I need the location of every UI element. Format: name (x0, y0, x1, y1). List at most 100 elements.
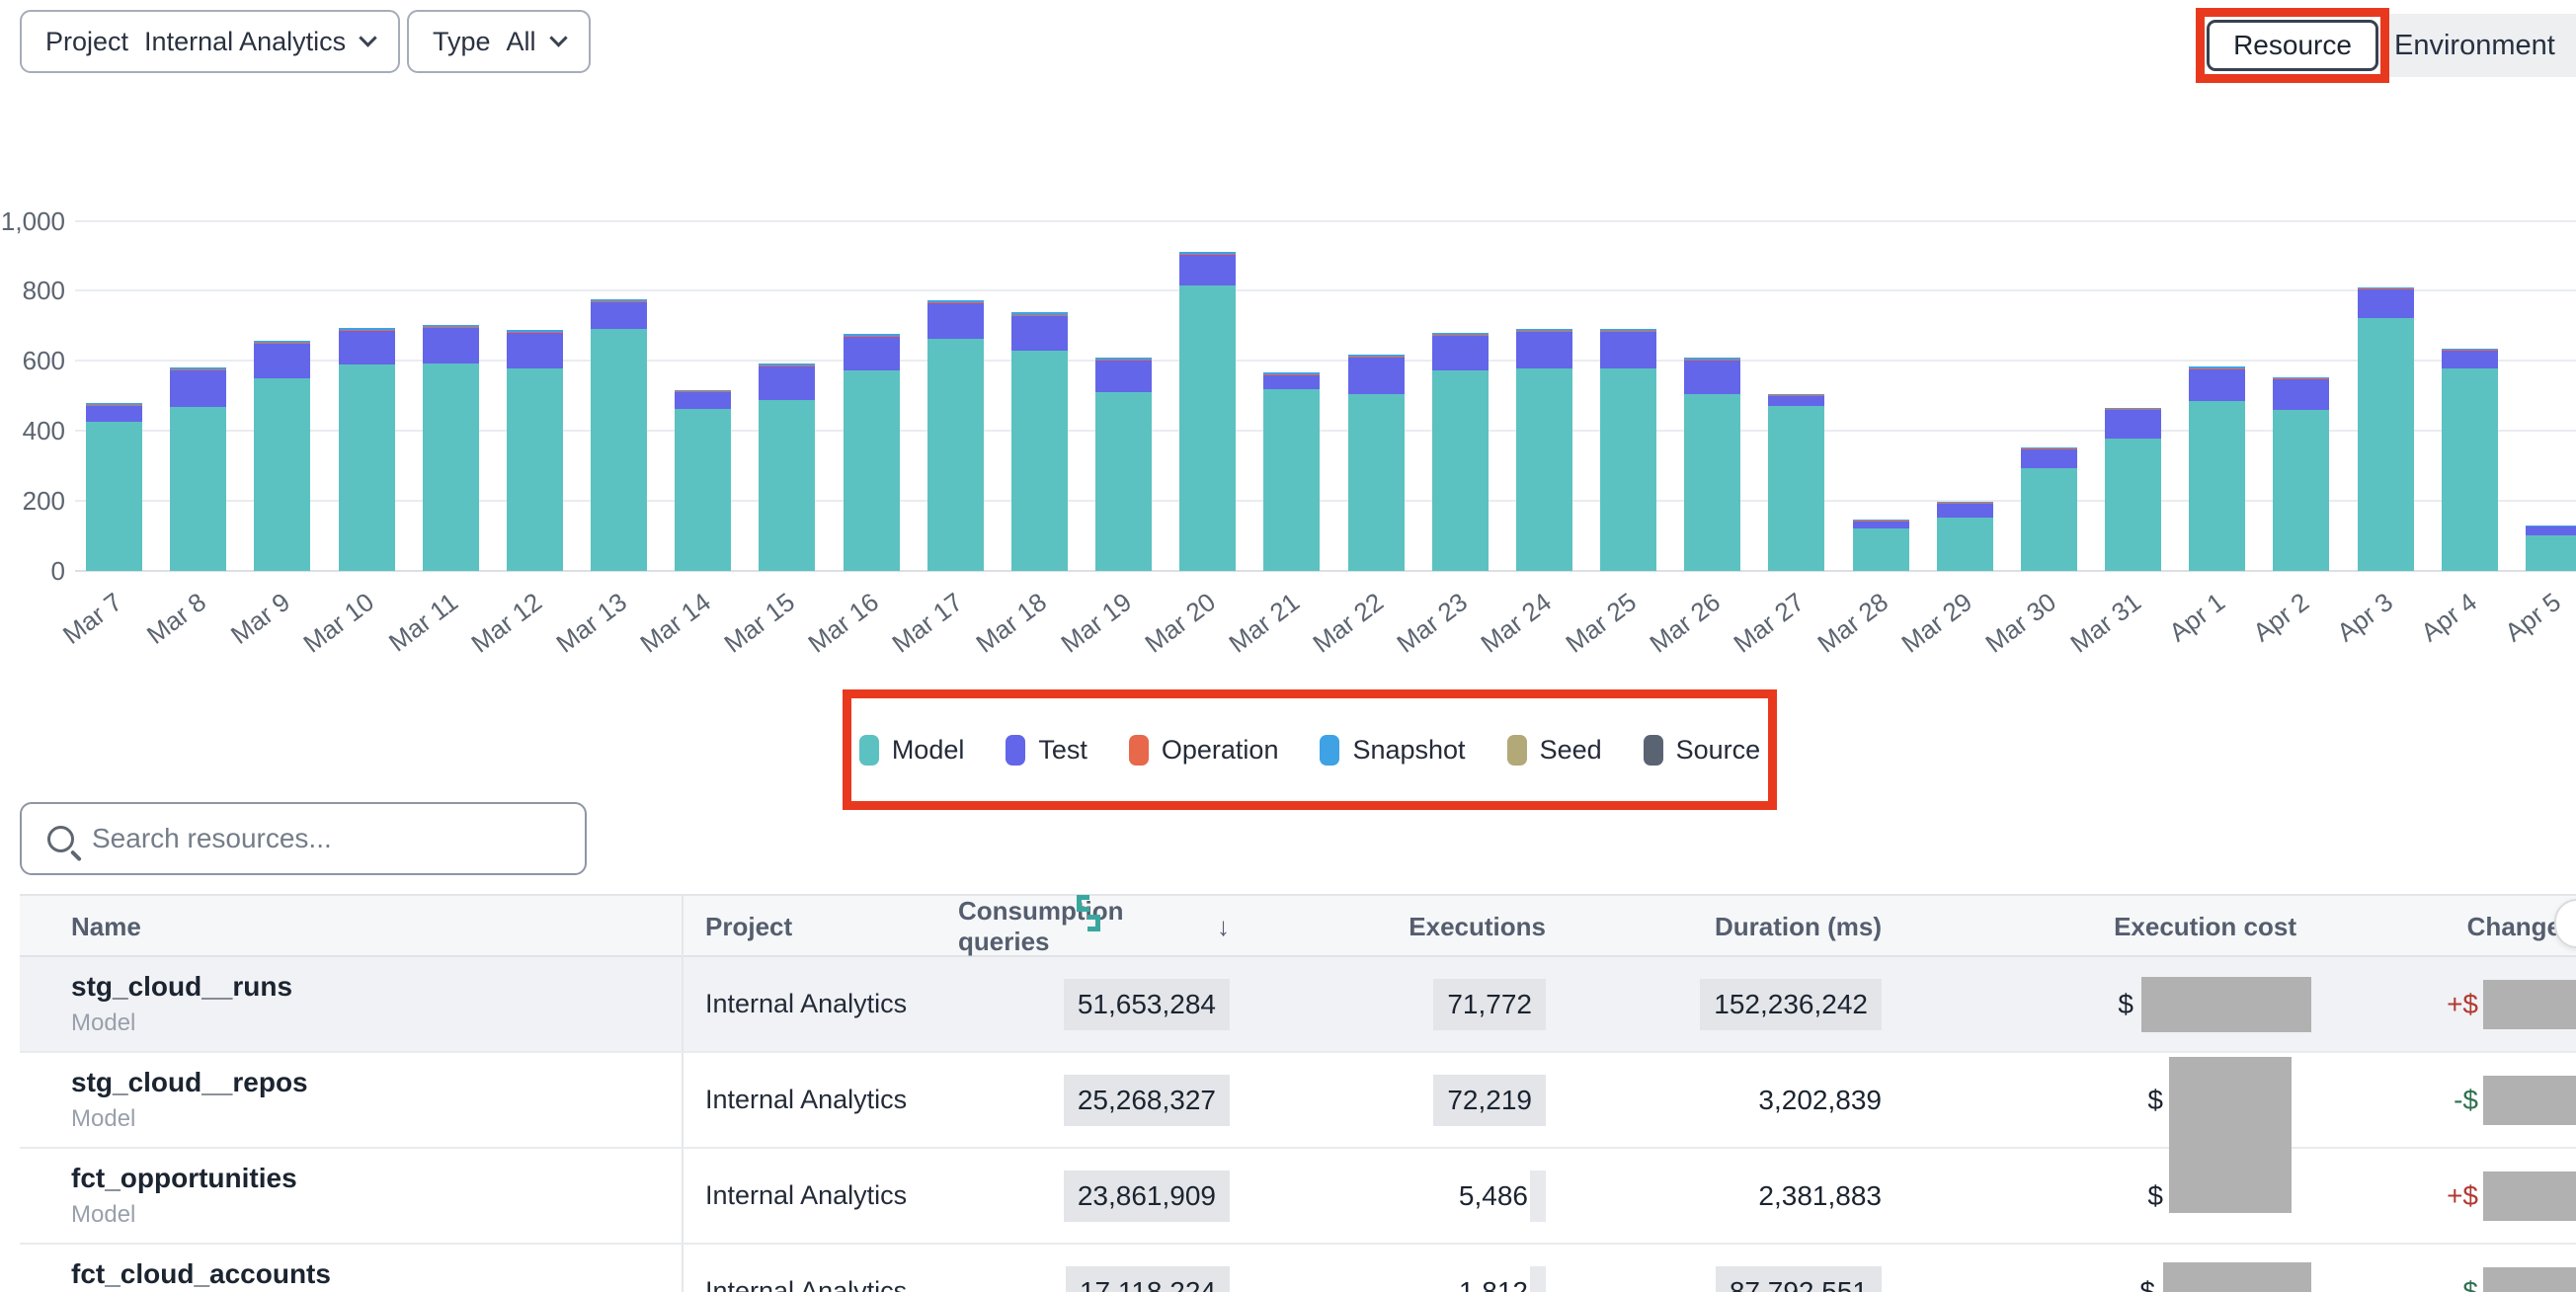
legend-item-snapshot[interactable]: Snapshot (1320, 734, 1466, 766)
column-header-label: Project (705, 911, 793, 941)
bar-segment-test (1684, 360, 1741, 394)
bar-apr-1[interactable] (2189, 0, 2246, 571)
bar-mar-27[interactable] (1768, 0, 1825, 571)
legend-item-operation[interactable]: Operation (1128, 734, 1278, 766)
resource-type: Model (71, 1009, 136, 1036)
bar-segment-operation (675, 391, 732, 392)
bar-segment-test (591, 301, 648, 330)
bar-segment-operation (1515, 331, 1572, 332)
bar-mar-12[interactable] (506, 0, 563, 571)
bar-mar-26[interactable] (1684, 0, 1741, 571)
legend-item-model[interactable]: Model (858, 734, 965, 766)
table-row-fct-opportunities[interactable]: fct_opportunities Model Internal Analytics… (20, 1149, 2576, 1245)
bar-segment-test (1768, 396, 1825, 407)
bar-mar-25[interactable] (1600, 0, 1657, 571)
bar-segment-test (2273, 378, 2330, 411)
bar-apr-5[interactable] (2525, 0, 2576, 571)
table-row-stg-cloud-runs[interactable]: stg_cloud__runs Model Internal Analytics 51… (20, 957, 2576, 1053)
project-filter-dropdown[interactable]: Project Internal Analytics (20, 10, 401, 73)
bar-mar-23[interactable] (1431, 0, 1489, 571)
bar-segment-model (1936, 517, 1993, 571)
column-header-executions[interactable]: Executions (1245, 896, 1561, 957)
bar-mar-31[interactable] (2105, 0, 2162, 571)
column-header-change[interactable]: Change (2311, 896, 2576, 957)
x-axis-label: Mar 30 (1979, 587, 2062, 659)
table-row-fct-cloud-accounts[interactable]: fct_cloud_accountsModelInternal Analytic… (20, 1245, 2576, 1292)
legend-item-seed[interactable]: Seed (1506, 734, 1602, 766)
x-axis-label: Mar 15 (718, 587, 800, 659)
x-axis-label: Mar 23 (1391, 587, 1474, 659)
change-redaction (2483, 1075, 2576, 1125)
x-axis-label: Mar 21 (1223, 587, 1305, 659)
resource-name: stg_cloud__repos (71, 1067, 308, 1097)
bar-apr-3[interactable] (2357, 0, 2414, 571)
bar-segment-snapshot (1684, 358, 1741, 361)
bar-mar-19[interactable] (1095, 0, 1153, 571)
bar-segment-snapshot (1263, 372, 1321, 374)
bar-mar-8[interactable] (170, 0, 227, 571)
y-axis-tick-label: 600 (22, 346, 65, 376)
bar-mar-18[interactable] (1010, 0, 1068, 571)
column-header-project[interactable]: Project (682, 896, 958, 957)
toggle-option-resource[interactable]: Resource (2207, 20, 2378, 71)
bar-segment-model (170, 407, 227, 571)
search-box[interactable] (20, 802, 587, 875)
x-axis-label: Mar 9 (224, 587, 295, 650)
bar-mar-16[interactable] (843, 0, 900, 571)
change-cell: +$ (2311, 957, 2576, 1051)
bar-mar-22[interactable] (1347, 0, 1405, 571)
bar-mar-7[interactable] (86, 0, 142, 571)
column-header-name[interactable]: Name (20, 896, 682, 957)
bar-segment-model (2105, 438, 2162, 571)
bar-mar-21[interactable] (1263, 0, 1321, 571)
bar-mar-14[interactable] (675, 0, 732, 571)
bar-mar-9[interactable] (254, 0, 311, 571)
highlight-sliver (1530, 1170, 1546, 1222)
execution-cost-cell: $ (1896, 1245, 2311, 1292)
x-axis-label: Mar 17 (886, 587, 969, 659)
bar-mar-11[interactable] (422, 0, 479, 571)
column-header-consumption-queries[interactable]: Consumption queries ↓ (958, 896, 1245, 957)
bar-segment-operation (1010, 314, 1068, 316)
bar-mar-17[interactable] (926, 0, 984, 571)
x-axis-label: Mar 10 (297, 587, 380, 659)
x-axis-label: Mar 19 (1054, 587, 1137, 659)
bar-segment-operation (506, 331, 563, 333)
y-axis-tick-label: 800 (22, 276, 65, 306)
bar-mar-28[interactable] (1852, 0, 1909, 571)
bar-mar-10[interactable] (338, 0, 395, 571)
bar-segment-model (86, 422, 142, 571)
bar-mar-20[interactable] (1179, 0, 1237, 571)
change-redaction (2483, 979, 2576, 1029)
type-filter-dropdown[interactable]: Type All (407, 10, 591, 73)
bar-segment-model (591, 329, 648, 571)
bar-segment-test (254, 343, 311, 379)
bar-segment-test (2441, 349, 2498, 369)
duration-cell-value: 2,381,883 (1758, 1179, 1882, 1211)
bar-mar-29[interactable] (1936, 0, 1993, 571)
search-input[interactable] (92, 823, 526, 854)
bar-apr-2[interactable] (2273, 0, 2330, 571)
legend-label: Model (891, 734, 965, 765)
change-prefix: +$ (2447, 988, 2478, 1019)
bar-mar-30[interactable] (2020, 0, 2077, 571)
toggle-option-environment[interactable]: Environment (2394, 30, 2555, 61)
bar-segment-test (1347, 357, 1405, 394)
x-axis-label: Mar 8 (140, 587, 211, 650)
legend-item-test[interactable]: Test (1006, 734, 1087, 766)
column-header-execution-cost[interactable]: Execution cost (1896, 896, 2311, 957)
bar-segment-model (1431, 370, 1489, 571)
bar-segment-model (1852, 528, 1909, 571)
legend-label: Snapshot (1352, 734, 1466, 765)
bar-mar-13[interactable] (591, 0, 648, 571)
bar-apr-4[interactable] (2441, 0, 2498, 571)
column-header-duration-ms-[interactable]: Duration (ms) (1561, 896, 1896, 957)
bar-segment-test (86, 405, 142, 423)
bar-segment-snapshot (1179, 251, 1237, 254)
resource-name: fct_cloud_accounts (71, 1258, 331, 1289)
bar-mar-24[interactable] (1515, 0, 1572, 571)
bar-mar-15[interactable] (759, 0, 816, 571)
table-row-stg-cloud-repos[interactable]: stg_cloud__repos Model Internal Analytics 2… (20, 1053, 2576, 1149)
legend-item-source[interactable]: Source (1643, 734, 1760, 766)
bar-segment-operation (843, 336, 900, 337)
